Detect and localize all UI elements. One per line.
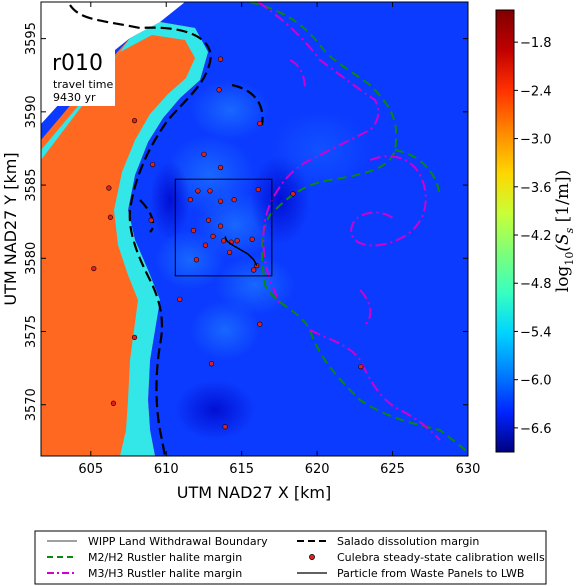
particle-path	[224, 236, 258, 266]
colorbar-tick-label: −4.2	[520, 229, 552, 244]
colorbar-label: log10(Ss [1/m])	[553, 170, 576, 292]
calibration-well	[257, 120, 263, 127]
calibration-well	[106, 185, 112, 191]
calibration-well	[107, 214, 114, 220]
realization-title: r010	[52, 51, 103, 76]
calibration-well	[131, 334, 138, 340]
colorbar-tick-label: −3.6	[520, 181, 552, 196]
colorbar-tick-label: −4.8	[520, 277, 552, 292]
calibration-well	[234, 238, 240, 244]
x-tick-label: 630	[456, 462, 481, 477]
x-tick-label: 625	[380, 462, 405, 477]
x-axis-ticks: 605 610 615 620 625 630	[78, 2, 480, 477]
calibration-well	[216, 87, 222, 93]
salado-dissolution-margin-tongue	[139, 199, 155, 233]
y-tick-label: 3570	[24, 388, 39, 421]
calibration-well	[217, 164, 224, 171]
salado-dissolution-margin-inner	[231, 83, 264, 126]
legend-label-wells: Culebra steady-state calibration wells	[337, 551, 545, 564]
legend-label-salado: Salado dissolution margin	[337, 535, 479, 548]
central-zone-texture	[150, 80, 370, 440]
calibration-well	[217, 198, 224, 204]
title-backdrop	[49, 46, 115, 106]
calibration-well	[255, 186, 261, 193]
travel-time-value: 9430 yr	[53, 91, 96, 104]
calibration-well	[205, 217, 212, 223]
calibration-well	[290, 191, 296, 197]
legend-label-wipp-boundary: WIPP Land Withdrawal Boundary	[88, 535, 268, 548]
calibration-well	[187, 197, 193, 203]
calibration-well	[257, 321, 263, 327]
colorbar-tick-label: −6.0	[520, 374, 552, 389]
m3-h3-rustler-halite-margin-loop	[350, 155, 427, 247]
legend-box	[34, 530, 547, 585]
colorbar-tick-label: −1.8	[520, 36, 552, 51]
wipp-land-withdrawal-boundary	[174, 178, 273, 277]
legend: WIPP Land Withdrawal Boundary M2/H2 Rust…	[34, 530, 547, 585]
calibration-well	[193, 257, 200, 263]
salado-dissolution-margin	[69, 4, 212, 456]
x-tick-label: 620	[305, 462, 330, 477]
northwest-white-area	[41, 2, 185, 124]
west-halite-core	[41, 35, 195, 456]
y-tick-label: 3595	[24, 22, 39, 55]
calibration-well	[207, 188, 213, 194]
calibration-well	[217, 56, 224, 62]
m2-h2-rustler-halite-margin-east	[394, 149, 441, 196]
calibration-well	[227, 249, 233, 256]
colorbar: −1.8 −2.4 −3.0 −3.6 −4.2 −4.8 −5.4 −6.0 −6.6 log…	[495, 9, 576, 453]
plot-frame	[40, 1, 469, 457]
travel-time-label: travel time	[53, 78, 113, 91]
calibration-well	[222, 424, 228, 430]
calibration-well	[217, 223, 224, 229]
y-tick-label: 3590	[24, 95, 39, 128]
m3-h3-rustler-halite-margin	[257, 2, 380, 306]
calibration-well	[220, 238, 227, 244]
calibration-well	[210, 233, 216, 239]
legend-swatch-wells	[309, 554, 315, 560]
calibration-well	[131, 118, 138, 124]
m3-h3-rustler-halite-margin-south	[309, 329, 441, 441]
y-tick-label: 3585	[24, 169, 39, 202]
colorbar-tick-label: −2.4	[520, 84, 552, 99]
calibration-well	[358, 364, 364, 370]
calibration-well	[110, 400, 117, 406]
m3-h3-rustler-halite-margin-sw	[359, 289, 372, 326]
calibration-well	[201, 151, 207, 157]
x-tick-label: 605	[78, 462, 103, 477]
legend-label-m2h2: M2/H2 Rustler halite margin	[88, 551, 242, 564]
calibration-well	[150, 161, 156, 168]
x-tick-label: 615	[229, 462, 254, 477]
colorbar-bar	[495, 9, 515, 453]
calibration-well	[231, 197, 237, 203]
x-axis-label: UTM NAD27 X [km]	[177, 483, 331, 502]
colorbar-tick-label: −3.0	[520, 133, 552, 148]
calibration-well	[251, 267, 257, 273]
calibration-well	[148, 217, 154, 223]
calibration-well	[195, 188, 201, 194]
y-tick-label: 3575	[24, 315, 39, 348]
y-axis-ticks: 3570 3575 3580 3585 3590 3595	[24, 22, 468, 421]
calibration-well	[249, 236, 255, 242]
colorbar-tick-label: −6.6	[520, 422, 552, 437]
legend-label-particle: Particle from Waste Panels to LWB	[337, 567, 524, 580]
map-plot-area	[41, 2, 468, 456]
colorbar-tick-label: −5.4	[520, 325, 552, 340]
m3-h3-rustler-halite-margin-ne	[289, 59, 306, 91]
calibration-well	[202, 242, 209, 248]
legend-label-m3h3: M3/H3 Rustler halite margin	[88, 567, 242, 580]
y-tick-label: 3580	[24, 242, 39, 275]
calibration-well	[208, 361, 215, 367]
colorbar-ticks: −1.8 −2.4 −3.0 −3.6 −4.2 −4.8 −5.4 −6.0 −6.6	[514, 36, 552, 437]
x-tick-label: 610	[154, 462, 179, 477]
calibration-well	[190, 227, 196, 234]
m2-h2-rustler-halite-margin	[249, 2, 468, 453]
calibration-well	[177, 296, 183, 302]
y-axis-label: UTM NAD27 Y [km]	[1, 152, 20, 305]
calibration-well	[91, 265, 97, 272]
